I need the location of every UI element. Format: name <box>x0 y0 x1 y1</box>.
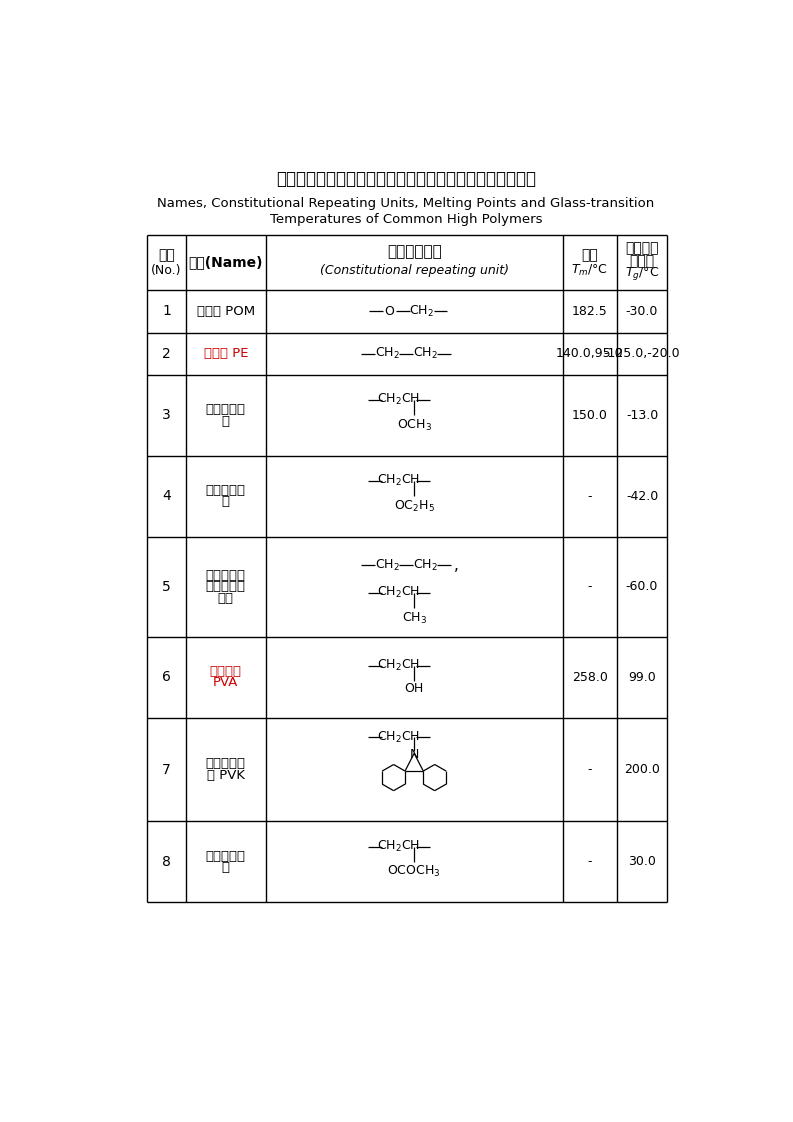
Text: CH$_2$: CH$_2$ <box>412 347 438 361</box>
Text: 1: 1 <box>162 304 171 319</box>
Text: 聚甲醉 POM: 聚甲醉 POM <box>197 305 255 318</box>
Text: -125.0,-20.0: -125.0,-20.0 <box>603 347 680 360</box>
Text: 变温度: 变温度 <box>630 254 654 268</box>
Text: 99.0: 99.0 <box>628 671 656 683</box>
Text: 重复结构单元: 重复结构单元 <box>387 245 442 259</box>
Text: CH$_2$CH: CH$_2$CH <box>377 729 420 745</box>
Text: 150.0: 150.0 <box>572 408 607 422</box>
Text: -30.0: -30.0 <box>626 305 658 318</box>
Text: 乙烯丙烯共: 乙烯丙烯共 <box>206 569 246 581</box>
Text: N: N <box>409 747 419 761</box>
Text: 常见高聚物的名称、重复结构单元、燕点与玻璃化转变温度: 常见高聚物的名称、重复结构单元、燕点与玻璃化转变温度 <box>276 169 536 187</box>
Text: 182.5: 182.5 <box>572 305 607 318</box>
Text: CH$_2$: CH$_2$ <box>408 304 434 319</box>
Text: OC$_2$H$_5$: OC$_2$H$_5$ <box>393 498 435 514</box>
Text: 醇: 醇 <box>222 496 230 508</box>
Text: 醇: 醇 <box>222 415 230 427</box>
Text: Names, Constitutional Repeating Units, Melting Points and Glass-transition: Names, Constitutional Repeating Units, M… <box>157 197 655 211</box>
Text: 5: 5 <box>163 580 171 594</box>
Text: 玻璃化转: 玻璃化转 <box>625 241 659 256</box>
Text: 聚乙烯基甲: 聚乙烯基甲 <box>206 403 246 416</box>
Text: -: - <box>588 855 592 868</box>
Text: (No.): (No.) <box>151 264 182 277</box>
Text: CH$_2$CH: CH$_2$CH <box>377 657 420 673</box>
Text: PVA: PVA <box>213 677 239 689</box>
Text: O: O <box>385 305 394 318</box>
Text: CH$_2$: CH$_2$ <box>374 347 400 361</box>
Text: OCH$_3$: OCH$_3$ <box>396 417 431 433</box>
Text: CH$_2$CH: CH$_2$CH <box>377 473 420 488</box>
Text: 258.0: 258.0 <box>572 671 607 683</box>
Text: -: - <box>588 763 592 776</box>
Text: -13.0: -13.0 <box>626 408 658 422</box>
Text: 聚乙烯基咋: 聚乙烯基咋 <box>206 757 246 770</box>
Text: CH$_3$: CH$_3$ <box>401 610 427 626</box>
Text: 序号: 序号 <box>158 248 175 261</box>
Text: 6: 6 <box>162 670 171 684</box>
Text: -: - <box>588 580 592 594</box>
Text: CH$_2$CH: CH$_2$CH <box>377 393 420 407</box>
Text: 200.0: 200.0 <box>624 763 660 776</box>
Text: 4: 4 <box>163 489 171 503</box>
Text: 燕点: 燕点 <box>581 248 598 261</box>
Text: 名称(Name): 名称(Name) <box>189 256 263 269</box>
Text: Temperatures of Common High Polymers: Temperatures of Common High Polymers <box>270 213 542 226</box>
Text: 3: 3 <box>163 408 171 422</box>
Text: -42.0: -42.0 <box>626 489 658 503</box>
Text: $T_m$/°C: $T_m$/°C <box>571 263 608 278</box>
Text: $T_g$/°C: $T_g$/°C <box>625 265 659 282</box>
Text: CH$_2$CH: CH$_2$CH <box>377 839 420 854</box>
Text: 聚乙烯 PE: 聚乙烯 PE <box>204 347 248 360</box>
Text: OH: OH <box>404 682 423 696</box>
Text: 7: 7 <box>163 763 171 776</box>
Text: (Constitutional repeating unit): (Constitutional repeating unit) <box>320 264 508 277</box>
Text: 聚物，乙丙: 聚物，乙丙 <box>206 580 246 594</box>
Text: CH$_2$CH: CH$_2$CH <box>377 586 420 600</box>
Text: 2: 2 <box>163 347 171 360</box>
Text: 聚乙烯醇: 聚乙烯醇 <box>210 665 242 678</box>
Text: 唠 PVK: 唠 PVK <box>207 769 245 782</box>
Text: 聚乙烯基乙: 聚乙烯基乙 <box>206 484 246 497</box>
Text: OCOCH$_3$: OCOCH$_3$ <box>388 864 441 880</box>
Text: 橡胶: 橡胶 <box>218 591 234 605</box>
Text: CH$_2$: CH$_2$ <box>412 558 438 572</box>
Text: -60.0: -60.0 <box>626 580 658 594</box>
Text: ,: , <box>454 558 458 572</box>
Text: 8: 8 <box>162 855 171 868</box>
Text: 聚醒酸乙烯: 聚醒酸乙烯 <box>206 849 246 863</box>
Text: -: - <box>588 489 592 503</box>
Text: 酯: 酯 <box>222 862 230 874</box>
Text: 30.0: 30.0 <box>628 855 656 868</box>
Text: 140.0,95.0: 140.0,95.0 <box>556 347 623 360</box>
Text: CH$_2$: CH$_2$ <box>374 558 400 572</box>
